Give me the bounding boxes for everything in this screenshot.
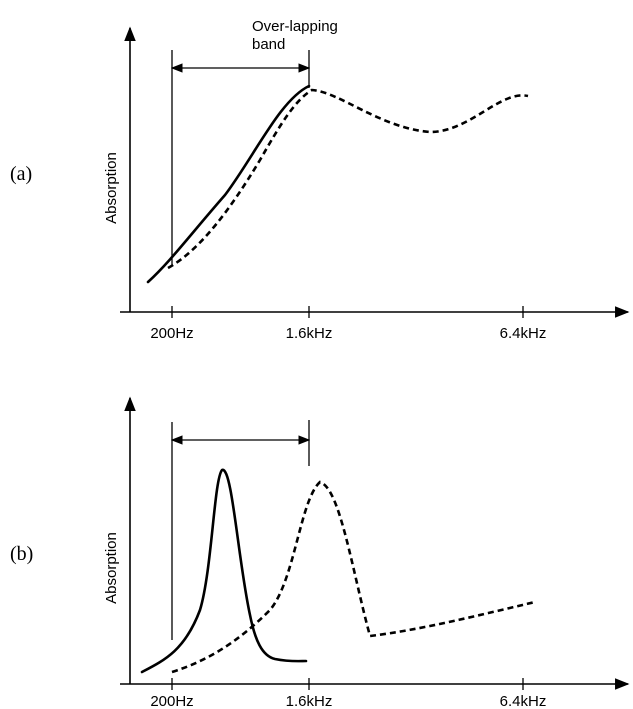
panel-a-label: (a) xyxy=(10,163,32,185)
panel-b-ylabel: Absorption xyxy=(103,532,120,604)
panel-b-ticklabel-6-4khz: 6.4kHz xyxy=(500,693,547,709)
panel-a-ticklabel-6-4khz: 6.4kHz xyxy=(500,325,547,342)
panel-b-dashed-series xyxy=(171,480,536,674)
panel-b-ticklabel-200hz: 200Hz xyxy=(150,693,193,709)
panel-b-label: (b) xyxy=(10,543,33,565)
panel-a-ticklabel-1-6khz: 1.6kHz xyxy=(286,325,333,342)
panel-b-solid-series xyxy=(140,468,308,674)
panel-b: (b) Absorption 200Hz 1.6kHz 6.4kHz xyxy=(10,396,630,709)
panel-a-ticklabel-200hz: 200Hz xyxy=(150,325,193,342)
panel-a-dashed-series xyxy=(167,88,529,270)
panel-a-band-label: Over-lapping band xyxy=(252,18,338,53)
panel-a-ylabel: Absorption xyxy=(103,152,120,224)
panel-a-solid-series xyxy=(146,84,311,284)
panel-a: (a) Absorption 200Hz 1.6kHz 6.4kHz Over-… xyxy=(10,18,630,342)
panel-b-ticklabel-1-6khz: 1.6kHz xyxy=(286,693,333,709)
